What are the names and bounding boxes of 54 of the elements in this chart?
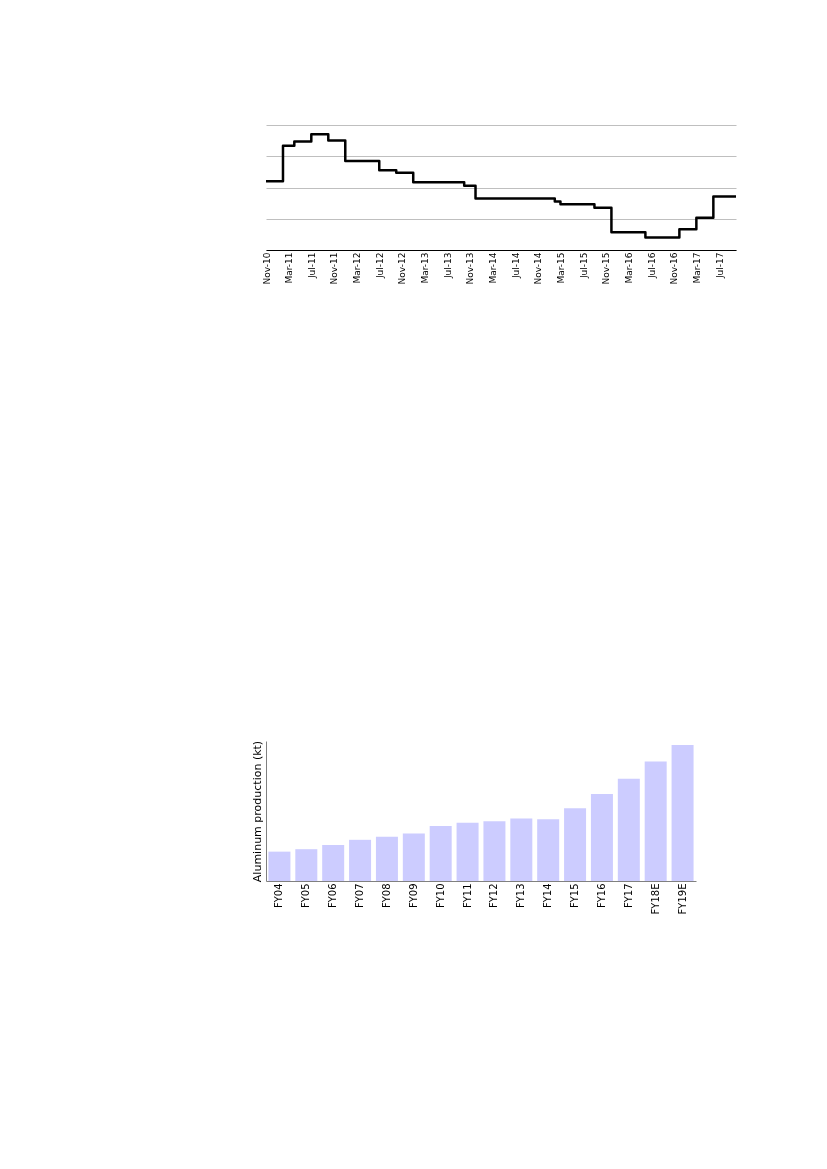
x-tick-label: FY05 [300,883,312,909]
bar [322,844,345,881]
x-tick-label: FY16 [595,883,607,909]
x-tick-label: Nov-14 [533,252,544,285]
bar [295,849,318,881]
bar [537,819,560,881]
x-tick-label: Mar-15 [555,252,566,284]
x-tick-label: Nov-12 [397,252,408,285]
x-tick-label: Jul-11 [306,252,317,280]
x-tick-label: Mar-16 [623,252,634,284]
bar [456,822,479,881]
x-tick-label: FY04 [273,883,285,909]
x-tick-label: FY07 [354,883,366,909]
bar [510,818,533,881]
x-tick-label: Jul-15 [578,252,589,280]
bar [268,851,291,881]
x-tick-label: FY09 [407,883,419,909]
x-tick-label: FY17 [622,883,634,909]
x-tick-label: FY13 [515,883,527,909]
x-tick-label: FY06 [327,883,339,909]
x-tick-label: FY18E [649,883,661,915]
bar [617,778,640,881]
x-tick-label: FY19E [676,883,688,915]
x-tick-label: Nov-10 [261,252,272,285]
x-tick-label: Mar-12 [352,252,363,284]
x-tick-label: FY11 [461,883,473,909]
bar [564,808,587,881]
y-axis-title: Aluminum production (kt) [250,740,264,883]
x-tick-label: Nov-13 [465,252,476,285]
x-tick-label: Nov-15 [601,252,612,285]
x-tick-label: Mar-17 [691,252,702,284]
bar [483,821,506,881]
bar [590,794,613,881]
bar [429,826,452,881]
bar [349,839,372,881]
x-tick-label: FY08 [380,883,392,909]
x-tick-label: Jul-12 [374,252,385,280]
x-tick-label: Jul-17 [714,252,725,280]
x-tick-label: FY15 [569,883,581,909]
x-tick-label: Nov-16 [669,252,680,285]
bar [671,745,694,881]
x-tick-label: FY10 [434,883,446,909]
bar [644,761,667,881]
x-tick-label: Mar-11 [284,252,295,284]
x-tick-label: Mar-14 [488,252,499,284]
bar [402,833,425,881]
x-tick-label: Jul-16 [646,252,657,280]
x-tick-label: Jul-14 [510,252,521,280]
x-tick-label: Nov-11 [329,252,340,285]
x-tick-label: FY12 [488,883,500,909]
x-tick-label: FY14 [542,883,554,909]
x-tick-label: Mar-13 [420,252,431,284]
x-tick-label: Jul-13 [442,252,453,280]
bar [375,836,398,881]
